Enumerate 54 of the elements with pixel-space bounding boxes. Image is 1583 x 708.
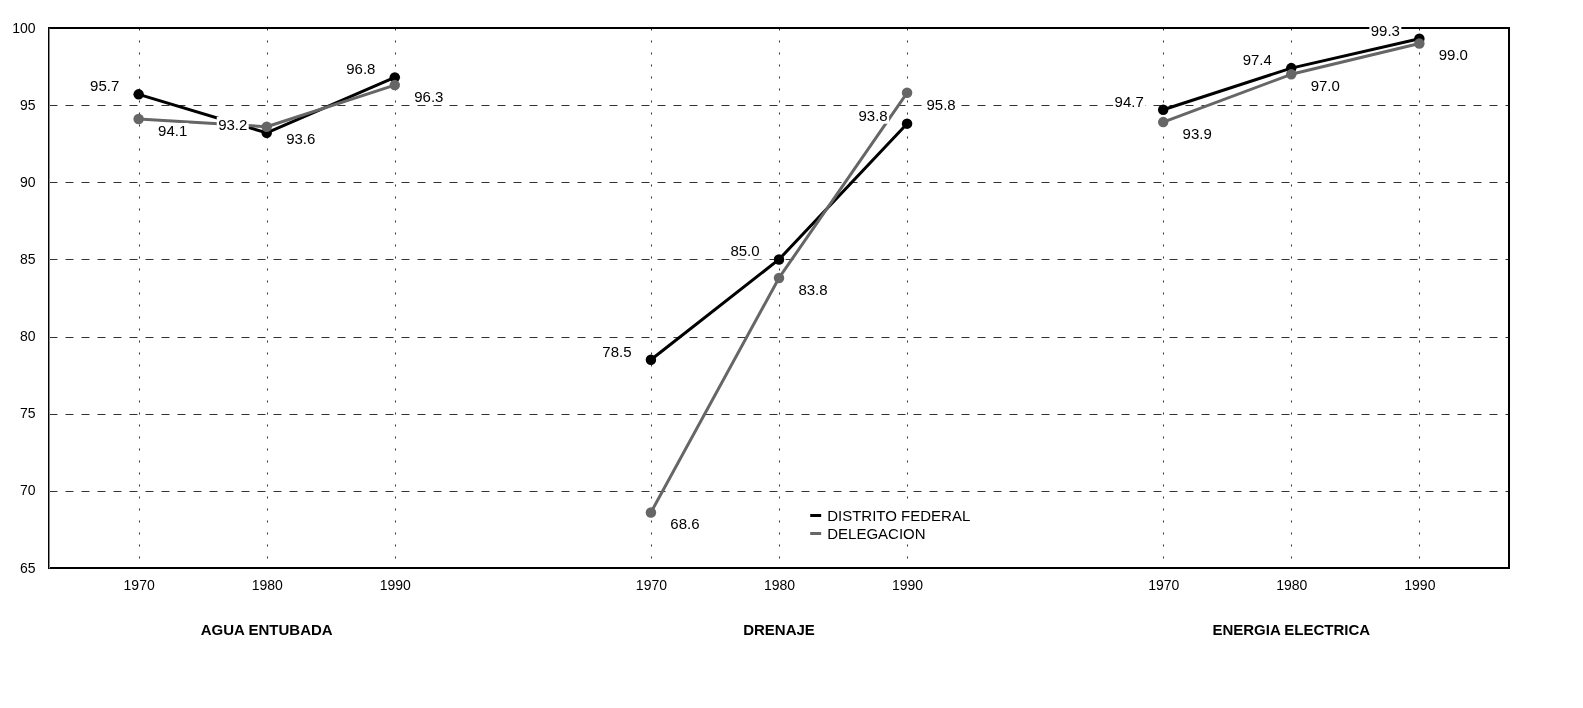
x-tick-label: 1980 <box>1276 576 1308 593</box>
x-tick-label: 1970 <box>123 576 155 593</box>
point <box>901 118 913 129</box>
data-label: 93.6 <box>286 129 316 147</box>
data-label: 83.8 <box>798 280 828 298</box>
point <box>1286 69 1297 80</box>
data-label: 96.8 <box>346 60 376 78</box>
point <box>1157 116 1169 128</box>
data-label: 95.7 <box>90 77 120 95</box>
data-label: 94.1 <box>158 122 188 140</box>
x-tick-label: 1980 <box>763 576 796 593</box>
y-tick-label: 75 <box>19 405 36 422</box>
y-tick-label: 100 <box>12 19 36 36</box>
x-tick-label: 1990 <box>379 576 412 593</box>
x-tick-label: 1970 <box>635 576 668 593</box>
data-label: 97.4 <box>1242 51 1272 69</box>
point <box>1157 104 1169 116</box>
y-tick-label: 90 <box>19 173 36 190</box>
data-label: 93.9 <box>1182 125 1212 143</box>
point <box>645 354 657 365</box>
data-label: 94.7 <box>1114 92 1144 110</box>
point <box>133 113 144 125</box>
data-label: 85.0 <box>730 242 760 260</box>
point <box>901 87 913 99</box>
x-tick-label: 1990 <box>891 576 924 593</box>
data-label: 99.0 <box>1438 46 1468 64</box>
data-label: 78.5 <box>602 342 632 360</box>
point <box>645 507 657 518</box>
data-label: 68.6 <box>670 515 700 533</box>
data-label: 99.3 <box>1370 21 1400 39</box>
y-tick-label: 85 <box>19 250 36 267</box>
legend-label: DISTRITO FEDERAL <box>827 506 971 524</box>
data-label: 93.2 <box>218 115 248 133</box>
point <box>1414 38 1425 49</box>
data-label: 93.8 <box>858 106 888 124</box>
data-label: 95.8 <box>926 95 956 113</box>
text: DRENAJE <box>743 621 815 638</box>
point <box>133 89 144 100</box>
point <box>773 254 785 265</box>
y-tick-label: 80 <box>19 328 36 345</box>
data-label: 96.3 <box>414 88 444 106</box>
legend-label: DELEGACION <box>827 524 926 542</box>
point <box>773 272 785 284</box>
text: ENERGIA ELECTRICA <box>1212 621 1371 638</box>
x-tick-label: 1970 <box>1148 576 1180 593</box>
data-label: 97.0 <box>1310 77 1340 95</box>
x-tick-label: 1990 <box>1404 576 1436 593</box>
y-tick-label: 65 <box>19 559 36 576</box>
x-tick-label: 1980 <box>251 576 283 593</box>
y-tick-label: 95 <box>19 96 36 113</box>
y-tick-label: 70 <box>19 482 36 499</box>
text: AGUA ENTUBADA <box>200 621 333 638</box>
point <box>389 79 401 91</box>
point <box>261 121 272 132</box>
